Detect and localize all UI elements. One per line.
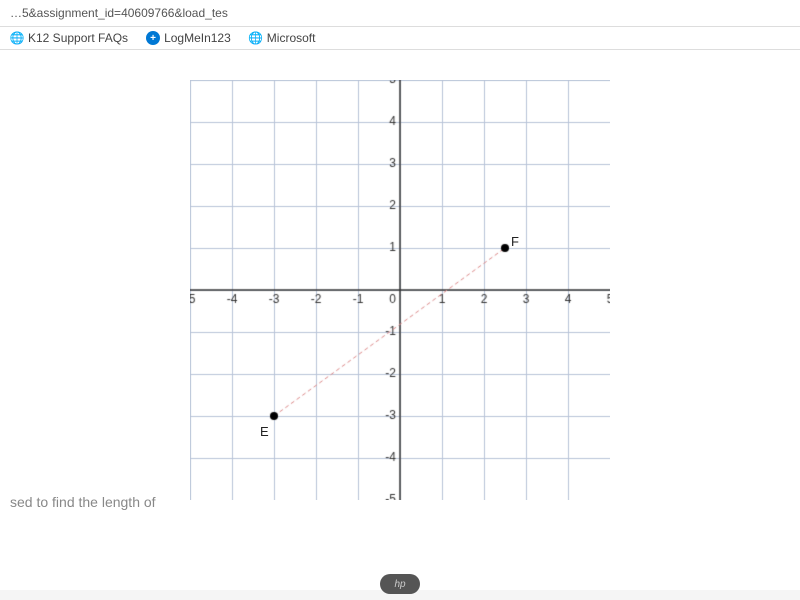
bookmark-item[interactable]: 🌐 Microsoft [249, 31, 316, 45]
bookmarks-bar: 🌐 K12 Support FAQs + LogMeIn123 🌐 Microsoft [0, 27, 800, 50]
page-content: EF sed to find the length of [0, 50, 800, 590]
bookmark-label: LogMeIn123 [164, 31, 231, 45]
point-label-F: F [511, 234, 519, 249]
bookmark-label: K12 Support FAQs [28, 31, 128, 45]
url-fragment: …5&assignment_id=40609766&load_tes [10, 6, 228, 20]
plus-icon: + [146, 31, 160, 45]
hp-logo: hp [380, 574, 420, 594]
globe-icon: 🌐 [10, 31, 24, 45]
globe-icon: 🌐 [249, 31, 263, 45]
question-text-fragment: sed to find the length of [10, 494, 156, 510]
point-label-E: E [260, 424, 269, 439]
bookmark-label: Microsoft [267, 31, 316, 45]
browser-header: …5&assignment_id=40609766&load_tes [0, 0, 800, 27]
bookmark-item[interactable]: + LogMeIn123 [146, 31, 231, 45]
chart-canvas [190, 80, 610, 500]
coordinate-chart: EF [190, 80, 610, 500]
bookmark-item[interactable]: 🌐 K12 Support FAQs [10, 31, 128, 45]
